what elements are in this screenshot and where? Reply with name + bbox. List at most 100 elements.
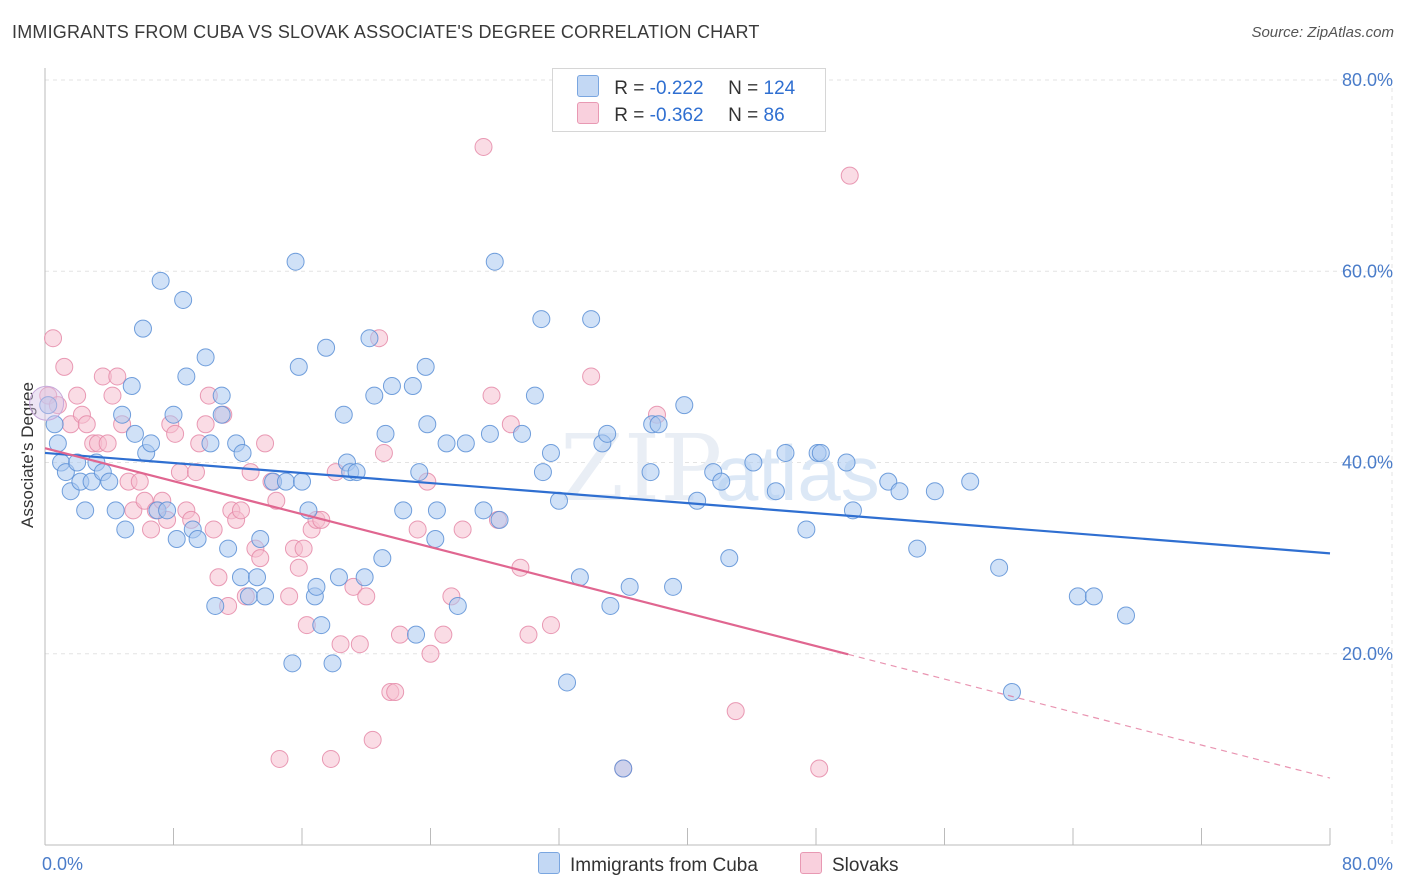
point-cuba: [76, 501, 95, 520]
point-slovaks: [204, 520, 223, 539]
point-slovaks: [241, 463, 260, 482]
point-cuba: [601, 596, 620, 615]
point-cuba: [239, 587, 258, 606]
point-cuba: [490, 510, 509, 529]
point-slovaks: [386, 683, 405, 701]
point-slovaks: [108, 367, 127, 386]
point-cuba: [582, 310, 601, 329]
legend-item-cuba[interactable]: Immigrants from Cuba: [538, 852, 758, 877]
point-cuba: [133, 319, 152, 338]
point-cuba: [289, 357, 308, 376]
point-cuba: [550, 491, 568, 510]
point-cuba: [688, 491, 707, 510]
correlation-legend: R = -0.222 N = 124 R = -0.362 N = 86: [552, 68, 826, 132]
chart-title: IMMIGRANTS FROM CUBA VS SLOVAK ASSOCIATE…: [12, 22, 760, 42]
point-cuba: [664, 577, 683, 596]
trend-line-cuba: [44, 451, 1331, 555]
point-slovaks: [363, 730, 382, 749]
trend-line-slovaks-extension: [847, 653, 1331, 779]
y-tick-label: 20.0%: [1342, 644, 1393, 664]
point-cuba: [418, 415, 437, 434]
point-cuba: [106, 501, 125, 520]
point-cuba: [312, 616, 331, 635]
point-slovaks: [357, 587, 376, 606]
legend-item-slovaks[interactable]: Slovaks: [800, 852, 899, 877]
point-cuba: [525, 386, 544, 405]
legend-r-label: R =: [614, 105, 645, 126]
point-cuba: [283, 654, 302, 673]
point-cuba: [365, 386, 384, 405]
point-cuba: [286, 252, 305, 271]
point-cuba: [558, 673, 577, 692]
point-slovaks: [280, 587, 299, 606]
point-cuba: [188, 530, 207, 548]
point-cuba: [533, 463, 552, 482]
series-legend: Immigrants from Cuba Slovaks: [0, 852, 1406, 878]
source-label: Source: ZipAtlas.com: [1251, 24, 1394, 41]
point-cuba: [480, 424, 499, 443]
point-cuba: [167, 530, 186, 548]
point-cuba: [641, 463, 660, 482]
point-cuba: [212, 405, 231, 424]
point-cuba: [837, 453, 856, 472]
point-cuba: [456, 434, 475, 453]
point-cuba: [394, 501, 413, 520]
point-slovaks: [44, 329, 63, 348]
point-cuba: [360, 329, 379, 348]
point-cuba: [158, 501, 177, 520]
point-cuba: [649, 415, 668, 434]
point-cuba: [843, 501, 862, 520]
point-cuba: [744, 453, 763, 472]
point-slovaks: [374, 443, 393, 462]
y-tick-label: 40.0%: [1342, 453, 1393, 473]
legend-r-value: -0.222: [649, 78, 704, 99]
point-cuba: [256, 587, 275, 606]
point-cuba: [797, 520, 816, 539]
point-cuba: [990, 558, 1009, 577]
point-slovaks: [130, 472, 149, 491]
point-cuba: [811, 443, 830, 462]
trend-lines: [44, 447, 1331, 779]
point-slovaks: [166, 424, 185, 443]
series-immigrants-from-cuba: [29, 252, 1136, 778]
point-cuba: [113, 405, 132, 424]
legend-swatch-blue: [577, 75, 599, 97]
legend-n-label: N =: [728, 105, 759, 126]
point-cuba: [532, 310, 551, 329]
point-cuba: [125, 424, 144, 443]
point-cuba: [177, 367, 196, 386]
point-cuba: [100, 472, 119, 491]
point-cuba: [164, 405, 183, 424]
point-cuba: [541, 443, 560, 462]
point-slovaks: [434, 625, 453, 644]
point-cuba: [427, 501, 446, 520]
point-cuba: [437, 434, 456, 453]
point-cuba: [174, 290, 193, 309]
point-cuba: [720, 549, 739, 568]
point-slovaks: [270, 749, 289, 768]
point-cuba: [513, 424, 532, 443]
legend-row-slovaks: R = -0.362 N = 86: [577, 102, 785, 128]
legend-swatch-blue: [538, 852, 560, 874]
point-slovaks: [541, 616, 560, 635]
legend-row-cuba: R = -0.222 N = 124: [577, 75, 795, 101]
point-cuba: [776, 443, 795, 462]
point-cuba: [766, 482, 785, 501]
point-slovaks: [170, 463, 189, 482]
point-slovaks: [474, 137, 493, 156]
point-slovaks: [251, 549, 270, 568]
point-slovaks: [267, 491, 286, 510]
point-slovaks: [209, 568, 228, 587]
axes: [44, 68, 1331, 846]
point-slovaks: [103, 386, 122, 405]
point-cuba: [206, 596, 225, 615]
point-slovaks: [196, 415, 215, 434]
point-cuba: [675, 396, 694, 415]
legend-r-label: R =: [614, 78, 645, 99]
point-slovaks: [408, 520, 427, 539]
point-cuba: [39, 396, 58, 415]
point-cuba: [407, 625, 426, 644]
point-cuba: [116, 520, 135, 539]
legend-r-value: -0.362: [649, 105, 704, 126]
